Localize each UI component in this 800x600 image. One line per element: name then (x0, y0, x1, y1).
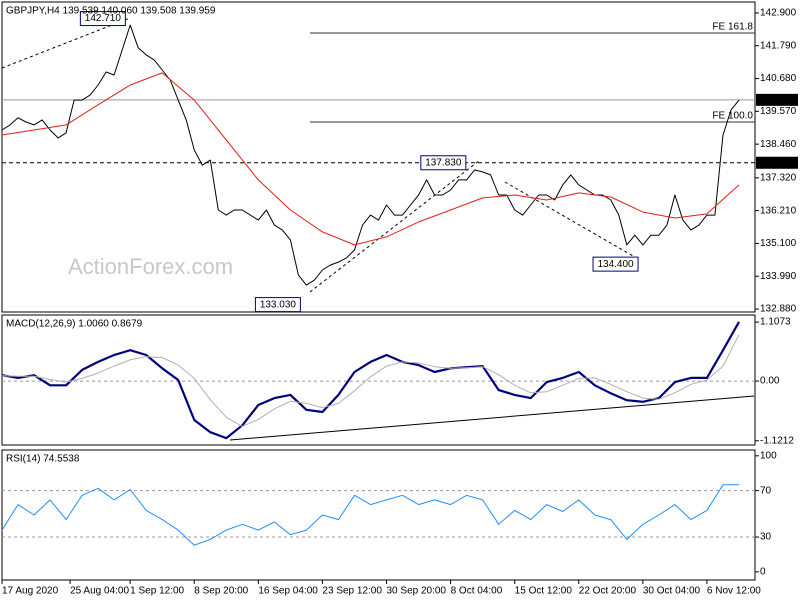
y-tick-label: 133.990 (760, 271, 797, 282)
x-tick-label: 23 Sep 12:00 (322, 586, 382, 597)
series-line (1, 72, 740, 246)
annotation-box (592, 256, 639, 272)
panel-frame (1, 1, 756, 313)
panel-title: MACD(12,26,9) 1.0060 0.8679 (6, 319, 143, 330)
level-label: 139.959 (759, 94, 796, 105)
trend-line (1, 17, 131, 69)
series-line (1, 484, 739, 546)
x-tick-label: 1 Sep 12:00 (130, 586, 184, 597)
annotation-label: 142.710 (85, 13, 122, 24)
annotation-box (254, 297, 301, 313)
y-tick-label: 138.460 (760, 139, 797, 150)
level-label-box (756, 156, 798, 169)
panel-title: GBPJPY,H4 139.539 140.060 139.508 139.95… (6, 6, 216, 17)
x-tick-label: 8 Oct 04:00 (451, 586, 503, 597)
x-tick-label: 16 Sep 04:00 (258, 586, 318, 597)
series-line (1, 334, 740, 427)
panel-frame (1, 314, 756, 446)
y-tick-label: 137.320 (760, 172, 797, 183)
y-tick-label: 0.00 (760, 376, 780, 387)
annotation-box (79, 11, 126, 27)
x-tick-label: 17 Aug 2020 (2, 586, 59, 597)
y-tick-label: 132.880 (760, 304, 797, 315)
fe-label: FE 161.8 (712, 22, 753, 33)
panel-title: RSI(14) 74.5538 (6, 454, 80, 465)
y-tick-label: 30 (760, 532, 772, 543)
x-tick-label: 6 Nov 12:00 (707, 586, 761, 597)
x-tick-label: 30 Sep 20:00 (387, 586, 447, 597)
level-label-box (756, 93, 798, 106)
y-tick-label: 142.900 (760, 8, 797, 19)
x-tick-label: 25 Aug 04:00 (70, 586, 129, 597)
fe-label: FE 100.0 (712, 111, 753, 122)
y-tick-label: 139.570 (760, 106, 797, 117)
y-tick-label: -1.1212 (760, 435, 794, 446)
annotation-label: 134.400 (597, 259, 634, 270)
x-tick-label: 15 Oct 12:00 (515, 586, 573, 597)
watermark: ActionForex.com (68, 254, 233, 279)
trend-line (504, 181, 641, 261)
y-tick-label: 136.210 (760, 205, 797, 216)
y-tick-label: 135.100 (760, 238, 797, 249)
panel-frame (1, 449, 756, 581)
y-tick-label: 141.790 (760, 40, 797, 51)
x-tick-label: 30 Oct 04:00 (643, 586, 701, 597)
series-line (1, 321, 740, 440)
annotation-box (420, 155, 467, 171)
y-tick-label: 70 (760, 485, 772, 496)
y-tick-label: 140.680 (760, 73, 797, 84)
y-tick-label: 100 (760, 450, 777, 461)
level-label: 137.830 (759, 157, 796, 168)
trend-line (229, 395, 755, 441)
annotation-label: 137.830 (425, 157, 462, 168)
x-tick-label: 22 Oct 20:00 (579, 586, 637, 597)
x-tick-label: 8 Sep 20:00 (194, 586, 248, 597)
y-tick-label: 0 (760, 567, 766, 578)
y-tick-label: 1.1073 (760, 317, 791, 328)
annotation-label: 133.030 (260, 299, 297, 310)
series-line (1, 24, 740, 286)
